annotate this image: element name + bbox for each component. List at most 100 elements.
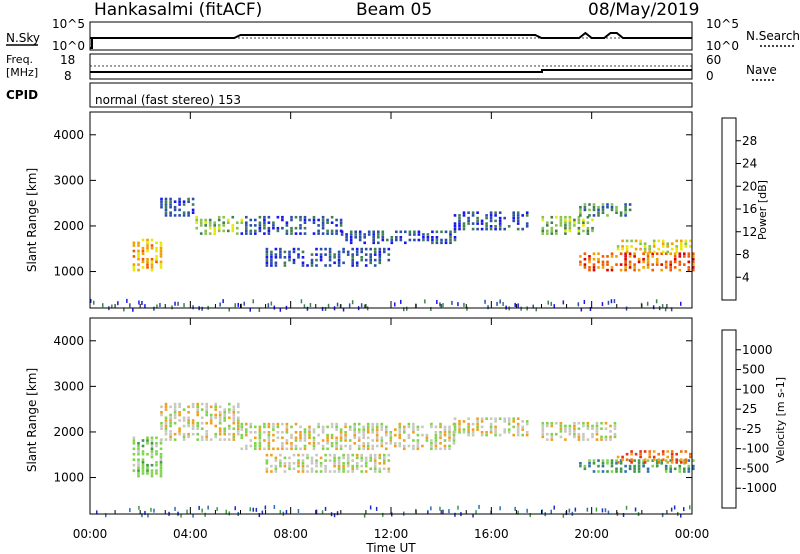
echo-cell bbox=[648, 452, 651, 456]
echo-cell bbox=[390, 238, 394, 242]
echo-cell bbox=[301, 464, 305, 468]
echo-cell bbox=[449, 241, 452, 245]
echo-cell bbox=[619, 462, 623, 465]
echo-cell bbox=[222, 224, 225, 227]
echo-cell bbox=[633, 263, 636, 266]
echo-cell bbox=[342, 247, 345, 251]
echo-cell bbox=[306, 453, 309, 457]
echo-cell bbox=[178, 208, 181, 212]
velocity-y-label: Slant Range [km] bbox=[25, 368, 39, 472]
echo-cell bbox=[339, 436, 343, 440]
echo-cell bbox=[588, 214, 591, 217]
echo-cell bbox=[283, 256, 287, 259]
echo-cell bbox=[237, 402, 240, 406]
echo-cell bbox=[546, 224, 549, 227]
echo-cell bbox=[453, 431, 457, 434]
echo-cell bbox=[666, 245, 669, 248]
echo-cell bbox=[595, 427, 599, 430]
echo-cell bbox=[263, 232, 266, 235]
echo-cell bbox=[467, 417, 470, 420]
echo-cell bbox=[274, 456, 278, 460]
echo-cell bbox=[141, 466, 145, 470]
echo-cell bbox=[550, 438, 554, 441]
echo-cell bbox=[408, 230, 412, 234]
echo-cell bbox=[577, 226, 581, 230]
echo-cell bbox=[550, 232, 554, 235]
echo-cell bbox=[155, 442, 158, 445]
echo-cell bbox=[574, 507, 577, 512]
echo-cell bbox=[258, 439, 262, 442]
echo-cell bbox=[577, 218, 581, 222]
echo-cell bbox=[646, 459, 650, 462]
echo-cell bbox=[604, 508, 607, 513]
echo-cell bbox=[601, 211, 605, 214]
freq-tick-bottom: 8 bbox=[64, 69, 72, 83]
echo-cell bbox=[187, 405, 190, 409]
echo-cell bbox=[254, 425, 257, 429]
echo-cell bbox=[237, 405, 240, 409]
echo-cell bbox=[568, 221, 572, 224]
echo-cell bbox=[330, 442, 334, 445]
echo-cell bbox=[680, 301, 682, 306]
echo-cell bbox=[245, 431, 248, 434]
echo-cell bbox=[310, 467, 314, 471]
echo-cell bbox=[351, 467, 354, 471]
echo-cell bbox=[150, 507, 152, 512]
echo-cell bbox=[265, 462, 269, 465]
echo-cell bbox=[200, 402, 204, 406]
echo-cell bbox=[516, 422, 520, 426]
echo-cell bbox=[595, 432, 599, 436]
echo-cell bbox=[440, 241, 443, 245]
echo-cell bbox=[498, 216, 502, 220]
echo-cell bbox=[387, 453, 391, 457]
echo-cell bbox=[315, 258, 318, 262]
echo-cell bbox=[310, 462, 314, 465]
echo-cell bbox=[187, 419, 190, 422]
echo-cell bbox=[312, 218, 316, 222]
echo-cell bbox=[137, 263, 140, 266]
echo-cell bbox=[425, 439, 429, 442]
echo-cell bbox=[652, 305, 655, 310]
echo-cell bbox=[137, 466, 140, 470]
echo-cell bbox=[150, 450, 154, 453]
echo-cell bbox=[355, 253, 359, 256]
echo-cell bbox=[306, 306, 309, 311]
echo-cell bbox=[586, 427, 590, 430]
echo-cell bbox=[265, 261, 269, 265]
echo-cell bbox=[453, 230, 457, 234]
echo-cell bbox=[471, 428, 475, 431]
echo-cell bbox=[448, 436, 451, 440]
echo-cell bbox=[178, 203, 181, 206]
date-title: 08/May/2019 bbox=[588, 0, 700, 20]
echo-cell bbox=[458, 428, 461, 431]
echo-cell bbox=[637, 467, 641, 471]
echo-cell bbox=[476, 420, 479, 423]
echo-cell bbox=[218, 411, 222, 414]
echo-cell bbox=[308, 425, 311, 429]
echo-cell bbox=[335, 422, 338, 426]
echo-cell bbox=[276, 215, 280, 219]
echo-cell bbox=[346, 253, 350, 256]
echo-cell bbox=[642, 464, 645, 468]
echo-cell bbox=[476, 422, 479, 426]
echo-cell bbox=[568, 218, 572, 222]
echo-cell bbox=[299, 436, 302, 440]
nsky-tick-bottom: 10^0 bbox=[52, 39, 85, 53]
echo-cell bbox=[373, 258, 377, 262]
echo-cell bbox=[321, 224, 325, 227]
echo-cell bbox=[610, 459, 614, 462]
echo-cell bbox=[195, 215, 198, 219]
echo-cell bbox=[494, 428, 497, 431]
echo-cell bbox=[670, 461, 674, 464]
echo-cell bbox=[285, 447, 289, 451]
echo-cell bbox=[294, 422, 298, 426]
echo-cell bbox=[137, 458, 140, 461]
echo-cell bbox=[317, 224, 320, 227]
echo-cell bbox=[156, 304, 158, 309]
echo-cell bbox=[267, 215, 271, 219]
echo-cell bbox=[687, 260, 691, 264]
echo-cell bbox=[440, 230, 443, 234]
echo-cell bbox=[173, 205, 177, 209]
echo-cell bbox=[344, 422, 347, 426]
echo-cell bbox=[267, 425, 271, 429]
